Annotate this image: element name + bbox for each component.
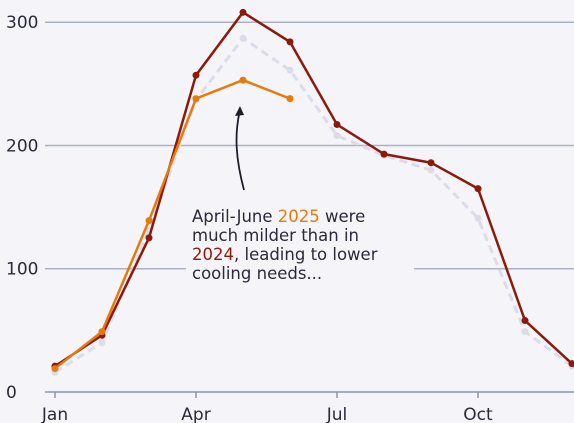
point — [192, 95, 200, 103]
annotation-text: much milder than in — [192, 226, 359, 245]
x-tick-label: Oct — [463, 405, 493, 423]
annotation-text: cooling needs... — [192, 264, 322, 283]
annotation-text: were — [320, 207, 365, 226]
y-tick-label: 100 — [6, 260, 38, 280]
arrow — [235, 109, 245, 191]
y-tick-label: 200 — [6, 136, 38, 156]
point — [521, 317, 529, 325]
point — [286, 66, 294, 74]
point — [568, 360, 574, 368]
point — [474, 185, 482, 193]
point — [286, 38, 294, 46]
annotation-line: April-June 2025 were — [192, 207, 365, 226]
point — [521, 328, 529, 336]
point — [239, 76, 247, 84]
point — [239, 8, 247, 16]
point — [380, 150, 388, 158]
point — [239, 34, 247, 42]
point — [98, 328, 106, 336]
series-line — [54, 36, 573, 374]
series-line — [54, 10, 573, 368]
point — [474, 214, 482, 222]
annotation-line: 2024, leading to lower — [192, 245, 378, 264]
point — [333, 132, 341, 140]
arrowhead — [235, 106, 244, 116]
point — [192, 71, 200, 79]
point — [333, 121, 341, 129]
point — [145, 234, 153, 242]
series-line — [54, 78, 291, 370]
lines — [51, 8, 574, 376]
annotation-line: cooling needs... — [192, 264, 322, 283]
annotation-bg — [186, 198, 414, 298]
annotation-line: much milder than in — [192, 226, 359, 245]
point — [145, 217, 153, 225]
point — [286, 95, 294, 103]
annotation-text: 2024 — [192, 245, 234, 264]
point — [98, 339, 106, 347]
annotation-text: 2025 — [278, 207, 320, 226]
annotation-text: April-June — [192, 207, 278, 226]
point — [51, 365, 59, 373]
point — [427, 166, 435, 174]
point — [427, 159, 435, 167]
y-tick-label: 300 — [6, 13, 38, 33]
x-tick-label: Jan — [41, 405, 68, 423]
y-tick-label: 0 — [6, 383, 17, 403]
x-tick-label: Apr — [181, 405, 210, 423]
annotation-text: , leading to lower — [234, 245, 378, 264]
x-tick-label: Jul — [326, 405, 348, 423]
